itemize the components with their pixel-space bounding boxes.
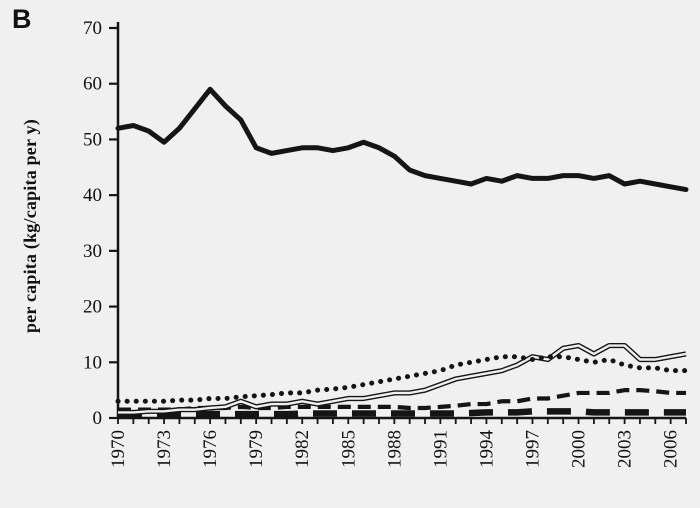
- x-tick-label: 2006: [661, 430, 682, 468]
- x-tick-label: 1994: [476, 430, 497, 469]
- x-tick-label: 1997: [522, 430, 543, 468]
- y-tick-label: 40: [83, 185, 102, 206]
- series-dashed: [118, 388, 686, 412]
- y-tick-label: 30: [83, 241, 102, 262]
- x-tick-label: 1970: [108, 430, 129, 468]
- y-tick-label: 0: [93, 408, 103, 429]
- y-tick-label: 50: [83, 129, 102, 150]
- x-tick-label: 1982: [292, 430, 313, 468]
- x-tick-label: 1976: [200, 430, 221, 468]
- y-tick-label: 10: [83, 352, 102, 373]
- x-tick-label: 1988: [384, 430, 405, 468]
- x-tick-label: 1973: [154, 430, 175, 468]
- x-tick-label: 2003: [615, 430, 636, 468]
- x-tick-label: 2000: [569, 430, 590, 468]
- x-tick-label: 1985: [338, 430, 359, 468]
- x-tick-label: 1991: [430, 430, 451, 468]
- y-tick-label: 60: [83, 74, 102, 95]
- series-long-dash-thick: [118, 408, 686, 418]
- series-solid-thick: [115, 86, 689, 193]
- series-double-line-outer: [118, 342, 687, 416]
- figure-label: B: [12, 4, 32, 34]
- series-double-line-inner: [118, 344, 687, 414]
- x-tick-label: 1979: [246, 430, 267, 468]
- y-tick-label: 20: [83, 297, 102, 318]
- y-tick-label: 70: [83, 18, 102, 39]
